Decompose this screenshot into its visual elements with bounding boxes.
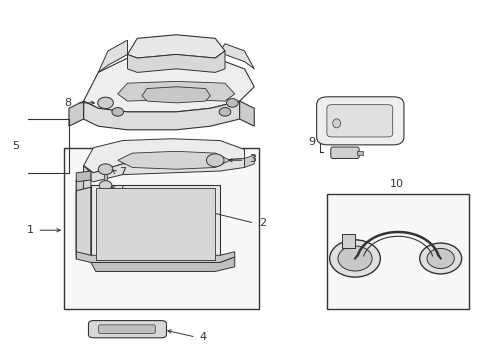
Circle shape bbox=[100, 99, 111, 107]
Circle shape bbox=[166, 197, 180, 207]
Circle shape bbox=[426, 248, 453, 269]
FancyBboxPatch shape bbox=[326, 105, 392, 137]
Polygon shape bbox=[76, 252, 234, 262]
Circle shape bbox=[361, 121, 368, 126]
Polygon shape bbox=[69, 101, 83, 126]
Circle shape bbox=[226, 99, 238, 107]
Polygon shape bbox=[83, 101, 239, 130]
Bar bbox=[185, 204, 190, 214]
Ellipse shape bbox=[332, 119, 340, 128]
Text: 9: 9 bbox=[307, 138, 315, 147]
Circle shape bbox=[99, 181, 112, 190]
Text: 8: 8 bbox=[64, 98, 71, 108]
Polygon shape bbox=[91, 257, 234, 271]
Text: 10: 10 bbox=[389, 179, 403, 189]
Text: 5: 5 bbox=[12, 141, 19, 151]
Bar bbox=[356, 150, 362, 155]
Bar bbox=[64, 148, 259, 309]
Polygon shape bbox=[76, 171, 91, 182]
Circle shape bbox=[181, 197, 195, 207]
Polygon shape bbox=[142, 87, 210, 103]
Bar bbox=[171, 204, 176, 214]
FancyBboxPatch shape bbox=[330, 147, 358, 158]
Polygon shape bbox=[127, 35, 224, 58]
Bar bbox=[103, 174, 107, 183]
Polygon shape bbox=[239, 101, 254, 126]
FancyBboxPatch shape bbox=[88, 320, 166, 338]
Text: 4: 4 bbox=[199, 332, 206, 342]
Bar bbox=[91, 185, 220, 262]
Polygon shape bbox=[83, 139, 244, 173]
Circle shape bbox=[334, 120, 343, 126]
Bar bbox=[341, 234, 354, 248]
Polygon shape bbox=[215, 44, 254, 69]
Polygon shape bbox=[98, 40, 127, 72]
FancyBboxPatch shape bbox=[99, 325, 155, 333]
Text: 7: 7 bbox=[119, 167, 125, 177]
Polygon shape bbox=[76, 166, 91, 255]
Circle shape bbox=[206, 154, 224, 167]
Circle shape bbox=[98, 97, 113, 109]
Polygon shape bbox=[76, 176, 83, 255]
Circle shape bbox=[98, 164, 113, 175]
Circle shape bbox=[347, 118, 354, 123]
Polygon shape bbox=[83, 54, 254, 112]
Bar bbox=[96, 188, 215, 260]
Polygon shape bbox=[83, 158, 244, 182]
Polygon shape bbox=[127, 51, 224, 72]
Circle shape bbox=[347, 126, 353, 130]
Text: 2: 2 bbox=[259, 218, 265, 228]
Circle shape bbox=[337, 246, 371, 271]
Circle shape bbox=[112, 108, 123, 116]
Circle shape bbox=[219, 108, 230, 116]
Circle shape bbox=[329, 240, 380, 277]
Circle shape bbox=[98, 98, 113, 108]
Bar bbox=[327, 194, 468, 309]
Polygon shape bbox=[76, 187, 91, 259]
Circle shape bbox=[419, 243, 461, 274]
Text: 6: 6 bbox=[120, 185, 127, 195]
Polygon shape bbox=[118, 151, 229, 169]
Polygon shape bbox=[244, 155, 254, 167]
Text: 3: 3 bbox=[249, 154, 256, 164]
Polygon shape bbox=[118, 81, 234, 101]
Text: 1: 1 bbox=[27, 225, 34, 235]
FancyBboxPatch shape bbox=[316, 97, 403, 145]
